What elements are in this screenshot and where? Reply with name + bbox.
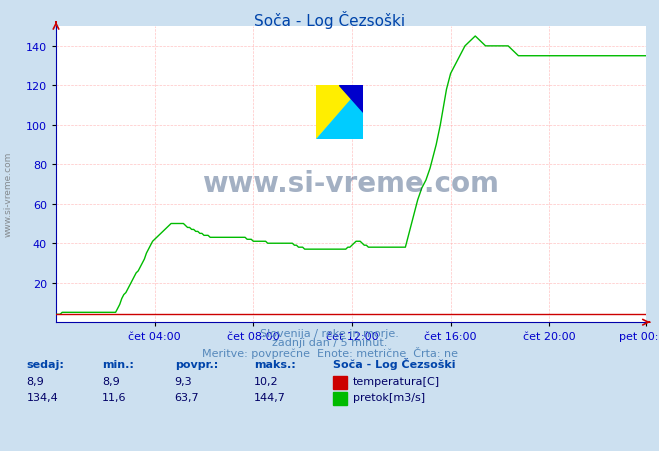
Text: www.si-vreme.com: www.si-vreme.com	[3, 152, 13, 236]
Text: 9,3: 9,3	[175, 376, 192, 386]
Text: Slovenija / reke in morje.: Slovenija / reke in morje.	[260, 328, 399, 338]
Text: 10,2: 10,2	[254, 376, 278, 386]
Text: 144,7: 144,7	[254, 392, 285, 402]
Text: temperatura[C]: temperatura[C]	[353, 376, 440, 386]
Polygon shape	[316, 86, 362, 139]
Text: pretok[m3/s]: pretok[m3/s]	[353, 392, 424, 402]
Text: sedaj:: sedaj:	[26, 359, 64, 369]
Text: Soča - Log Čezsoški: Soča - Log Čezsoški	[254, 11, 405, 29]
Polygon shape	[339, 86, 362, 113]
Text: zadnji dan / 5 minut.: zadnji dan / 5 minut.	[272, 337, 387, 347]
Text: 8,9: 8,9	[102, 376, 120, 386]
Text: 11,6: 11,6	[102, 392, 127, 402]
Text: www.si-vreme.com: www.si-vreme.com	[202, 170, 500, 198]
Text: Soča - Log Čezsoški: Soča - Log Čezsoški	[333, 358, 455, 369]
Text: 63,7: 63,7	[175, 392, 199, 402]
Text: povpr.:: povpr.:	[175, 359, 218, 369]
Text: maks.:: maks.:	[254, 359, 295, 369]
Polygon shape	[316, 86, 362, 139]
Text: min.:: min.:	[102, 359, 134, 369]
Text: Meritve: povprečne  Enote: metrične  Črta: ne: Meritve: povprečne Enote: metrične Črta:…	[202, 346, 457, 359]
Text: 134,4: 134,4	[26, 392, 58, 402]
Text: 8,9: 8,9	[26, 376, 44, 386]
